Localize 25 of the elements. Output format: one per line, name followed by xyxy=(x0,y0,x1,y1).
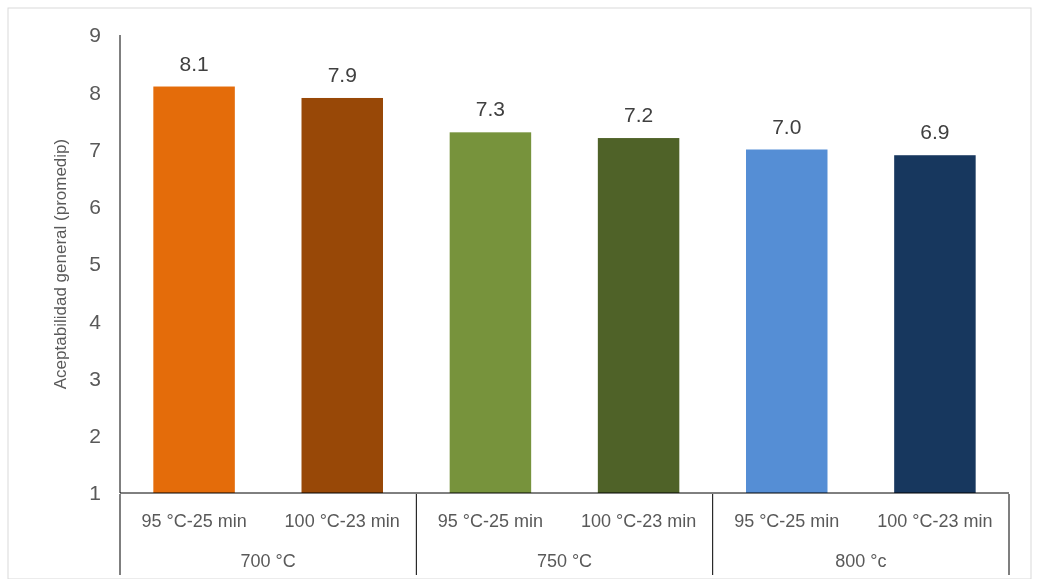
x-tick-label: 100 °C-23 min xyxy=(580,511,697,531)
y-tick-label: 9 xyxy=(89,23,101,47)
x-tick-label: 100 °C-23 min xyxy=(284,511,400,531)
y-tick-label: 5 xyxy=(89,252,101,276)
y-tick-label: 4 xyxy=(89,309,102,333)
text: 750 °C xyxy=(536,551,593,571)
y-tick-label: 7 xyxy=(89,137,101,161)
data-label: 7.0 xyxy=(772,114,802,138)
x-tick-label: 100 °C-23 min xyxy=(877,511,993,531)
x-tick-label: 95 °C-25 min xyxy=(437,511,544,531)
y-axis-title: Aceptabilidad general (promedip) xyxy=(51,138,70,390)
data-label: 7.2 xyxy=(623,103,654,127)
data-label: 7.9 xyxy=(327,62,357,86)
y-tick-label: 2 xyxy=(89,424,101,448)
y-tick-label: 8 xyxy=(89,80,101,104)
y-tick-label: 3 xyxy=(89,366,101,390)
data-label: 6.9 xyxy=(920,120,950,144)
text: 700 °C xyxy=(240,551,296,571)
data-label: 7.3 xyxy=(475,97,506,121)
y-tick-label: 6 xyxy=(89,195,101,219)
data-label: 8.1 xyxy=(179,51,209,75)
y-tick-label: 1 xyxy=(89,481,101,505)
x-tick-label: 95 °C-25 min xyxy=(734,511,840,531)
text: 800 °c xyxy=(835,551,887,571)
x-tick-label: 95 °C-25 min xyxy=(141,511,247,531)
